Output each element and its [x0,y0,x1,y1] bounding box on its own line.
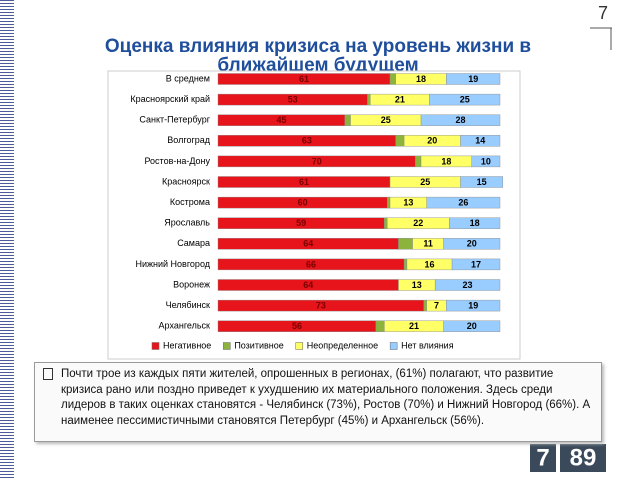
bar-segment [415,155,422,168]
data-label: 19 [468,74,478,84]
data-label: 25 [420,177,430,187]
data-label: 63 [302,136,312,146]
legend-label: Нет влияния [401,340,454,350]
data-label: 10 [481,156,491,166]
logo-box [560,444,606,472]
bar-segment [387,196,391,209]
data-label: 61 [299,177,309,187]
data-label: 23 [463,280,473,290]
y-tick-label: Архангельск [159,321,211,331]
data-label: 15 [477,177,487,187]
bar-segment [446,73,501,85]
data-label: 59 [296,218,306,228]
data-label: 25 [460,94,470,104]
bar-segment [423,299,427,312]
data-label: 66 [306,259,316,269]
y-tick-label: В среднем [166,73,210,83]
bar-segment [426,196,501,209]
legend-label: Неопределенное [307,340,378,350]
page-number: 7 [598,3,608,23]
data-label: 19 [468,300,478,310]
y-tick-label: Нижний Новгород [135,259,210,269]
data-label: 21 [395,94,405,104]
data-label: 64 [303,280,313,290]
y-tick-label: Волгоград [167,135,210,145]
y-tick-label: Ростов-на-Дону [144,156,210,166]
logo-text: 89 [570,444,597,471]
legend-swatch [223,342,231,350]
data-label: 17 [471,259,481,269]
legend-swatch [295,342,304,350]
legend-swatch [389,342,398,350]
data-label: 13 [403,197,413,207]
logo-text: 7 [536,444,549,471]
bar-segment [344,114,351,126]
bar-segment [429,93,501,106]
data-label: 21 [409,321,419,331]
data-label: 14 [475,136,485,146]
bar-segment [403,258,408,271]
data-label: 16 [424,259,434,269]
y-tick-label: Санкт-Петербург [139,115,210,125]
note-text: Почти трое из каждых пяти жителей, опрош… [61,368,591,427]
data-label: 28 [456,115,466,125]
bar-segment [375,320,385,332]
y-tick-label: Челябинск [166,300,210,310]
data-label: 56 [292,321,302,331]
logo: 7 89 [530,444,606,472]
chart-title: Оценка влияния кризиса на уровень жизни … [105,36,531,76]
legend-swatch [151,342,160,350]
logo-box [530,444,556,472]
bar-segment [389,73,396,85]
data-label: 11 [423,239,433,249]
bar-segment [384,217,388,229]
y-tick-label: Воронеж [173,279,210,289]
bar-segment [449,217,501,229]
y-tick-label: Кострома [170,197,210,207]
y-tick-label: Красноярский край [130,94,210,104]
data-label: 18 [441,156,451,166]
bar-segment [471,155,501,168]
bullet [43,368,53,380]
data-label: 64 [303,239,313,249]
decor-stripe [0,0,14,480]
data-label: 18 [416,74,426,84]
bar-segment [367,93,371,106]
data-label: 25 [381,115,391,125]
bar-segment [434,279,501,291]
bar-segment [451,258,501,271]
y-tick-label: Красноярск [162,176,210,186]
data-label: 26 [458,197,468,207]
legend-label: Позитивное [234,340,283,350]
note-box: Почти трое из каждых пяти жителей, опрош… [34,362,602,442]
bar-segment [443,320,501,332]
bar-segment [460,135,501,147]
data-label: 7 [434,300,439,310]
data-label: 20 [467,321,477,331]
y-tick-label: Ярославль [164,218,210,228]
data-label: 20 [467,239,477,249]
data-label: 18 [470,218,480,228]
legend-label: Негативное [163,340,211,350]
data-label: 61 [299,74,309,84]
bar-segment [443,238,501,250]
data-label: 53 [288,94,298,104]
y-tick-label: Самара [177,238,210,248]
bar-segment [398,238,413,250]
bar-segment [420,114,501,126]
data-label: 45 [276,115,286,125]
data-label: 13 [412,280,422,290]
bar-segment [446,299,501,312]
data-label: 60 [298,197,308,207]
data-label: 22 [413,218,423,228]
bar-segment [395,135,405,147]
data-label: 70 [312,156,322,166]
data-label: 73 [316,300,326,310]
bar-segment [460,176,504,188]
data-label: 20 [427,136,437,146]
